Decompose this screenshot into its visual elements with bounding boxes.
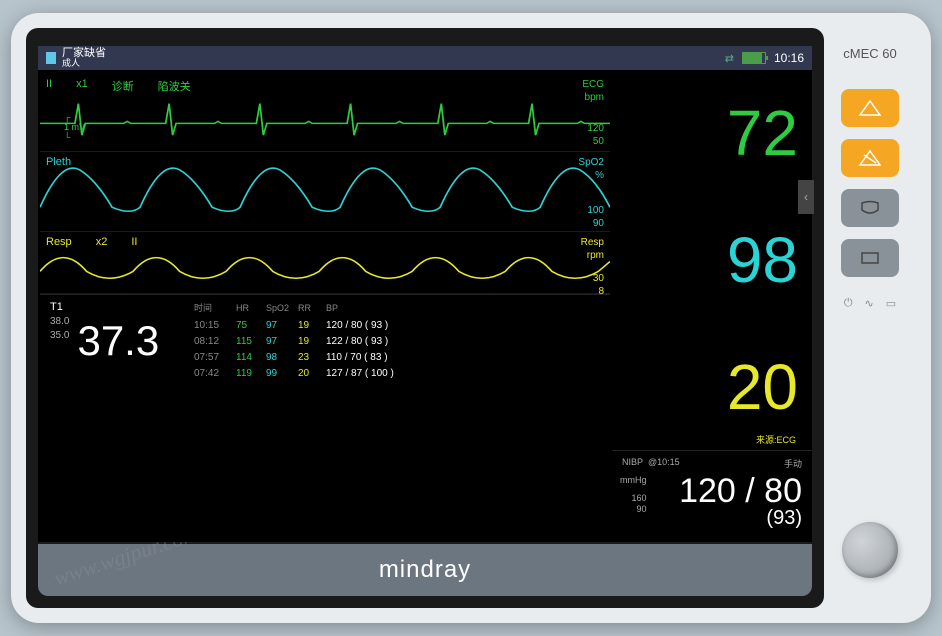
ecg-wave-svg	[40, 74, 610, 151]
resp-tile[interactable]: 20 来源:ECG	[612, 323, 812, 450]
spo2-tile[interactable]: 98	[612, 197, 812, 324]
alarm-icon	[858, 99, 882, 117]
rotary-knob[interactable]	[842, 522, 898, 578]
trend-row: 10:15759719120 / 80 ( 93 )	[194, 318, 606, 334]
nibp-tile[interactable]: NIBP @10:15 手动 mmHg 16090 120 / 80 (93)	[612, 450, 812, 542]
trend-table[interactable]: 时间 HR SpO2 RR BP 10:15759719120 / 80 ( 9…	[190, 295, 610, 386]
screen-bezel: 厂家缺省 成人 ⇄ 10:16 II x1	[26, 28, 824, 608]
alarm-silence-icon	[858, 149, 882, 167]
nibp-limits: mmHg 16090	[620, 475, 647, 516]
clock: 10:16	[774, 51, 804, 65]
screen-icon	[860, 251, 880, 265]
trend-header: 时间 HR SpO2 RR BP	[194, 301, 606, 315]
nibp-value: 120 / 80	[622, 472, 802, 511]
temp-limits: 38.035.0	[50, 315, 69, 343]
network-icon: ⇄	[725, 52, 734, 65]
alarm-pause-button[interactable]	[841, 139, 899, 177]
waveforms-column: II x1 诊断 陷波关 ┌1 mV└ ECGbpm 12050	[38, 70, 612, 542]
model-label: cMEC 60	[843, 46, 896, 61]
menu-button[interactable]	[841, 239, 899, 277]
nibp-start-button[interactable]	[841, 189, 899, 227]
brand-bar: mindray	[38, 544, 812, 596]
nibp-mode: 手动	[784, 457, 802, 470]
power-indicators: ⏻ ∿ ▭	[844, 297, 896, 310]
monitor-screen: 厂家缺省 成人 ⇄ 10:16 II x1	[38, 46, 812, 542]
trend-row: 08:121159719122 / 80 ( 93 )	[194, 334, 606, 350]
patient-icon[interactable]	[46, 52, 56, 64]
temp-block[interactable]: T1 38.035.0 37.3	[40, 295, 190, 386]
patient-type-label: 成人	[62, 59, 106, 68]
ecg-waveform-row[interactable]: II x1 诊断 陷波关 ┌1 mV└ ECGbpm 12050	[40, 74, 610, 152]
main-area: II x1 诊断 陷波关 ┌1 mV└ ECGbpm 12050	[38, 70, 812, 542]
charge-icon: ▭	[886, 297, 896, 310]
device-frame: www.wgjpur.com www.wgjpur.com www.wgjpur…	[11, 13, 931, 623]
alarm-reset-button[interactable]	[841, 89, 899, 127]
temp-label: T1	[50, 301, 180, 313]
resp-source-label: 来源:ECG	[756, 433, 796, 446]
resp-wave-svg	[40, 232, 610, 293]
trend-row: 07:571149823110 / 70 ( 83 )	[194, 350, 606, 366]
cuff-icon	[859, 200, 881, 216]
bottom-row: T1 38.035.0 37.3 时间 HR	[40, 294, 610, 386]
resp-waveform-row[interactable]: Resp x2 II Resprpm 308	[40, 232, 610, 294]
ac-icon: ∿	[865, 297, 874, 310]
topbar: 厂家缺省 成人 ⇄ 10:16	[38, 46, 812, 70]
pleth-wave-svg	[40, 152, 610, 231]
nibp-timestamp: @10:15	[648, 457, 680, 467]
hr-value: 72	[727, 101, 798, 165]
battery-icon	[742, 52, 766, 64]
pleth-waveform-row[interactable]: Pleth SpO2% 10090	[40, 152, 610, 232]
vitals-column: ‹ 72 98 20 来源:ECG NIBP @10:15 手动	[612, 70, 812, 542]
resp-value: 20	[727, 355, 798, 419]
brand-logo: mindray	[379, 556, 471, 584]
nibp-label: NIBP	[622, 457, 643, 467]
power-icon: ⏻	[844, 297, 853, 310]
trend-row: 07:421199920127 / 87 ( 100 )	[194, 366, 606, 382]
hardware-panel: cMEC 60 ⏻ ∿ ▭	[824, 28, 916, 608]
spo2-value: 98	[727, 228, 798, 292]
hr-tile[interactable]: 72	[612, 70, 812, 197]
temp-value: 37.3	[77, 317, 159, 365]
